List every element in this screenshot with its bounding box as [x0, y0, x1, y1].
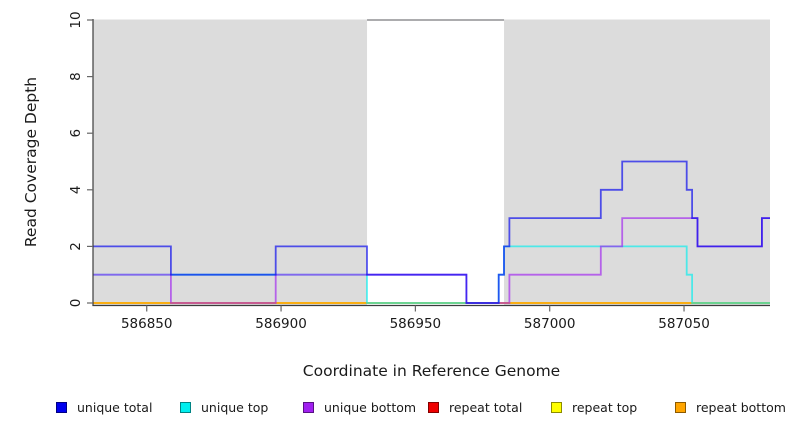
y-axis-title: Read Coverage Depth: [22, 76, 40, 248]
repeat-bottom-swatch-icon: [675, 401, 686, 413]
legend-item-unique-total: unique total: [56, 399, 152, 415]
legend-label: repeat bottom: [696, 399, 786, 415]
x-tick-label: 587000: [524, 316, 576, 332]
x-axis-title: Coordinate in Reference Genome: [302, 362, 561, 380]
y-tick-label: 2: [68, 242, 84, 251]
legend-item-repeat-top: repeat top: [551, 399, 637, 415]
legend-label: unique bottom: [324, 399, 417, 415]
shaded-region-2: [504, 19, 770, 306]
x-tick-label: 586850: [121, 316, 173, 332]
plot-canvas: 586850 586900 586950 587000 587050 0 2 4 6 8 10: [68, 11, 770, 332]
y-tick-label: 6: [68, 129, 84, 138]
unique-bottom-swatch-icon: [303, 401, 314, 413]
shaded-region-1: [93, 19, 368, 306]
legend-item-repeat-total: repeat total: [428, 399, 522, 415]
legend-label: unique top: [201, 399, 269, 415]
x-tick-label: 586950: [390, 316, 442, 332]
legend-item-unique-bottom: unique bottom: [303, 399, 416, 415]
legend-label: unique total: [77, 399, 153, 415]
y-tick-label: 10: [68, 11, 84, 28]
y-tick-label: 8: [68, 72, 84, 81]
x-tick-label: 586900: [255, 316, 307, 332]
legend-label: repeat top: [572, 399, 638, 415]
series-unique-total: [93, 160, 770, 304]
legend-item-repeat-bottom: repeat bottom: [675, 399, 786, 415]
legend-label: repeat total: [449, 399, 523, 415]
x-tick-label: 587050: [658, 316, 710, 332]
legend-item-unique-top: unique top: [180, 399, 268, 415]
repeat-total-swatch-icon: [428, 401, 439, 413]
unique-top-swatch-icon: [180, 401, 191, 413]
y-tick-label: 4: [68, 186, 84, 195]
y-tick-label: 0: [68, 299, 84, 308]
repeat-top-swatch-icon: [551, 401, 562, 413]
unique-total-swatch-icon: [56, 401, 67, 413]
